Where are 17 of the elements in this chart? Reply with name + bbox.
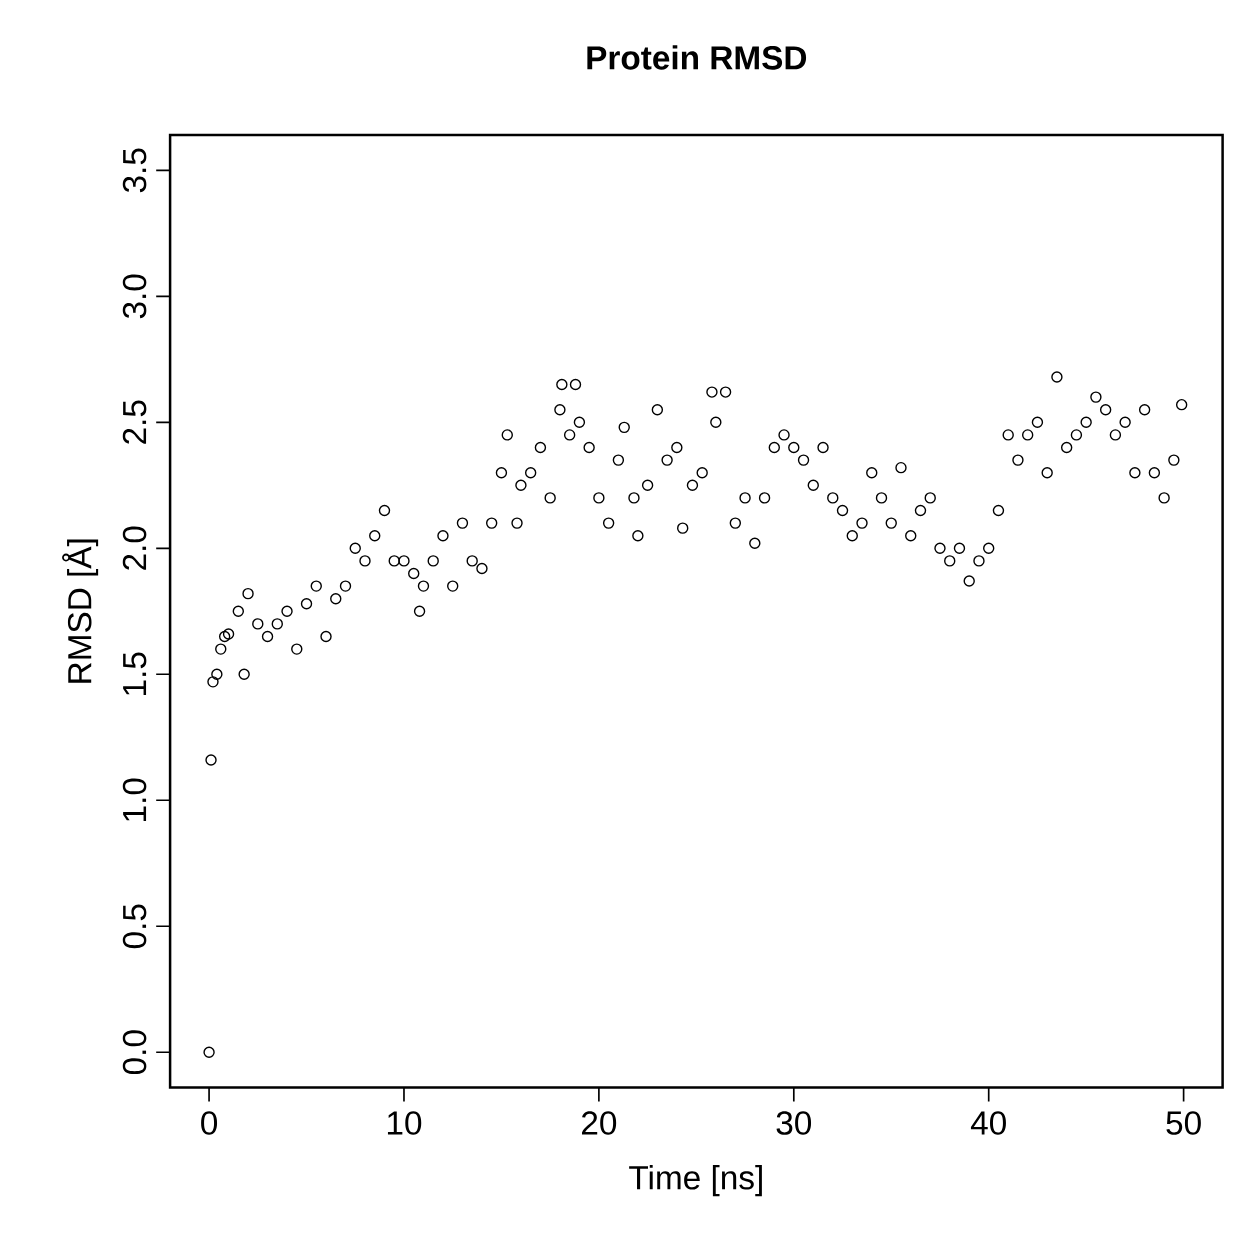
y-tick-label: 3.0: [122, 274, 147, 319]
x-tick-label: 0: [201, 1111, 218, 1135]
y-tick-label: 0.0: [122, 1030, 147, 1075]
y-tick-label: 1.5: [123, 652, 147, 695]
y-tick-label: 1.0: [122, 778, 147, 821]
x-tick-label: 10: [387, 1111, 422, 1135]
x-tick-label: 50: [1166, 1111, 1201, 1135]
x-tick-label: 20: [581, 1111, 617, 1135]
x-tick-label: 40: [970, 1111, 1006, 1135]
chart-title: Protein RMSD: [587, 45, 807, 70]
y-tick-label: 0.5: [122, 904, 147, 949]
y-tick-label: 2.5: [122, 400, 147, 444]
x-axis-title: Time [ns]: [629, 1165, 762, 1197]
x-tick-label: 30: [776, 1111, 812, 1135]
y-axis-title: RMSD [Å]: [62, 539, 99, 683]
y-tick-label: 3.5: [122, 148, 147, 193]
y-tick-label: 2.0: [122, 526, 147, 570]
